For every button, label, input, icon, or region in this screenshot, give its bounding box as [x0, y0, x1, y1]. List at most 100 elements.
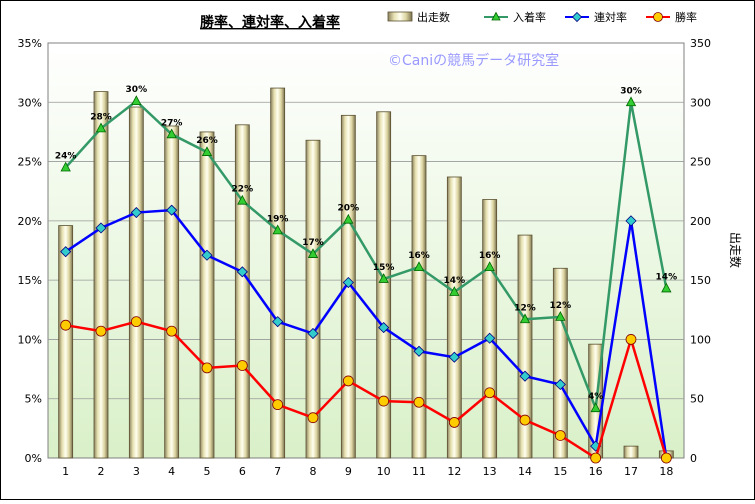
starts-bar [411, 155, 427, 459]
triangle-marker [237, 194, 248, 205]
diamond-marker [60, 246, 72, 258]
right-tick-label: 100 [690, 333, 711, 346]
x-tick-label: 7 [274, 465, 281, 478]
series-line [64, 208, 668, 459]
starts-bar [270, 87, 286, 459]
x-tick-label: 17 [624, 465, 638, 478]
circle-marker [166, 325, 178, 337]
left-tick-label: 15% [18, 274, 42, 287]
data-label: 27% [161, 118, 183, 128]
right-tick-label: 350 [690, 37, 711, 50]
data-label: 19% [267, 214, 289, 224]
triangle-marker [590, 402, 601, 413]
data-label: 30% [620, 86, 642, 96]
starts-bar [164, 125, 180, 459]
circle-marker [236, 360, 248, 371]
legend-swatch [387, 11, 413, 22]
right-tick-label: 300 [690, 96, 711, 109]
circle-marker [95, 325, 107, 337]
x-tick-label: 5 [204, 465, 211, 478]
triangle-marker [661, 282, 672, 293]
diamond-marker [272, 316, 284, 328]
data-label: 14% [656, 272, 678, 282]
data-label: 12% [550, 301, 572, 311]
data-label: 24% [55, 152, 77, 162]
chart-title: 勝率、連対率、入着率 [200, 14, 340, 31]
starts-bar [623, 445, 639, 459]
data-labels: 24% 28% 30% 27% 26% 22% 19% 17% 20% 15% 16% 14% 16% 1… [55, 85, 677, 402]
circle-marker [448, 417, 460, 428]
legend-label: 勝率 [675, 10, 697, 24]
x-tick-label: 9 [345, 465, 352, 478]
starts-bar [376, 111, 392, 459]
starts-bar [58, 225, 74, 459]
triangle-marker [413, 261, 425, 272]
diamond-marker [166, 204, 178, 216]
circle-marker [519, 414, 531, 426]
x-tick-label: 4 [168, 465, 175, 478]
right-tick-label: 200 [690, 215, 711, 228]
left-tick-label: 10% [18, 333, 42, 346]
diamond-marker [448, 351, 460, 363]
watermark-text: ©Caniの競馬データ研究室 [388, 52, 559, 69]
legend-label: 出走数 [417, 10, 450, 24]
starts-bar [482, 199, 498, 459]
triangle-marker [343, 213, 354, 224]
x-tick-label: 15 [553, 465, 567, 478]
x-tick-label: 16 [589, 465, 603, 478]
right-tick-label: 250 [690, 156, 711, 169]
diamond-marker [413, 345, 425, 357]
right-tick-label: 150 [690, 274, 711, 287]
legend-marker [653, 12, 663, 22]
series-line [64, 99, 668, 409]
data-label: 4% [588, 392, 603, 402]
diamond-marker [307, 327, 319, 340]
triangle-marker [95, 122, 107, 133]
circle-marker [378, 395, 390, 407]
triangle-marker [166, 128, 177, 139]
triangle-marker [60, 161, 71, 172]
diamond-marker [554, 378, 566, 391]
circle-marker [484, 387, 496, 399]
diamond-marker [625, 215, 637, 227]
diamond-marker [519, 370, 531, 382]
starts-bar [305, 139, 321, 459]
circle-marker [625, 334, 637, 345]
gridlines [48, 101, 684, 400]
data-label: 20% [338, 204, 360, 214]
series-line [65, 320, 668, 460]
left-tick-label: 20% [18, 215, 42, 228]
x-tick-label: 1 [62, 465, 69, 478]
diamond-marker [130, 206, 142, 219]
circle-marker [342, 375, 354, 387]
data-label: 14% [444, 276, 466, 286]
x-tick-label: 2 [98, 465, 105, 478]
starts-bar [128, 106, 144, 459]
left-tick-label: 35% [18, 37, 42, 50]
triangle-marker [449, 286, 460, 296]
data-label: 28% [90, 112, 112, 122]
diamond-marker [236, 266, 248, 278]
diamond-marker [378, 322, 390, 334]
diamond-marker [201, 249, 213, 261]
data-label: 17% [302, 238, 324, 248]
legend-label: 入着率 [513, 10, 546, 24]
triangle-marker [519, 313, 531, 324]
triangle-marker [272, 224, 283, 235]
x-tick-label: 18 [659, 465, 673, 478]
circle-marker [554, 430, 566, 441]
triangle-marker [625, 96, 637, 107]
legend-label: 連対率 [594, 10, 627, 24]
left-tick-label: 25% [18, 156, 42, 169]
starts-bar [517, 234, 533, 459]
circle-marker [307, 412, 319, 424]
triangle-marker [555, 311, 566, 321]
circle-marker [660, 452, 672, 464]
legend-marker [571, 11, 583, 23]
starts-bar [552, 267, 568, 459]
axes: 0% 0 5% 50 10% 100 15% 150 20% 200 25% 250 30% 300 35%… [18, 37, 711, 478]
circle-marker [201, 362, 213, 374]
circle-marker [413, 396, 425, 408]
starts-bar [199, 131, 215, 459]
left-tick-label: 30% [18, 96, 42, 109]
